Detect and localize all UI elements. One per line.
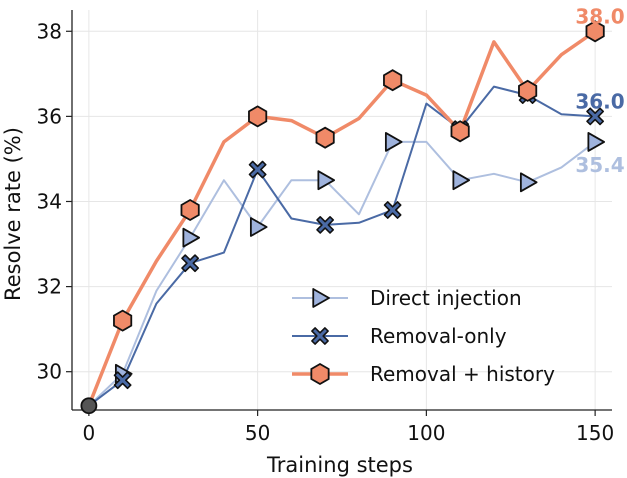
series-line bbox=[87, 85, 597, 407]
axes: 0 50 100 150 30 32 34 36 38 bbox=[37, 10, 614, 445]
data-point bbox=[316, 215, 335, 234]
y-tick-label: 34 bbox=[37, 189, 62, 213]
data-point bbox=[182, 227, 201, 248]
data-point bbox=[248, 160, 267, 179]
x-tick-label: 150 bbox=[576, 421, 614, 445]
data-point bbox=[113, 309, 133, 332]
data-point bbox=[384, 132, 403, 152]
y-tick-label: 30 bbox=[37, 360, 62, 384]
series-line bbox=[87, 140, 597, 407]
data-point bbox=[249, 217, 268, 237]
grid bbox=[72, 10, 612, 410]
start-point bbox=[80, 397, 98, 415]
data-point bbox=[317, 170, 336, 191]
data-point bbox=[180, 198, 200, 222]
legend-marker bbox=[310, 362, 330, 386]
legend: Direct injection Removal-only Removal + hi… bbox=[292, 286, 555, 386]
end-value-label: 38.0 bbox=[575, 4, 624, 28]
data-point bbox=[113, 371, 132, 390]
data-point bbox=[452, 170, 471, 191]
x-tick-label: 0 bbox=[83, 421, 96, 445]
series-lines bbox=[87, 29, 597, 408]
y-tick-label: 32 bbox=[37, 275, 62, 299]
data-point bbox=[315, 126, 335, 149]
end-labels: 35.4 36.0 38.0 bbox=[575, 4, 624, 177]
data-point bbox=[450, 120, 470, 143]
legend-label: Direct injection bbox=[370, 286, 522, 310]
x-tick-label: 100 bbox=[407, 421, 445, 445]
data-point bbox=[519, 172, 538, 193]
end-value-label: 36.0 bbox=[575, 89, 624, 113]
y-axis-title: Resolve rate (%) bbox=[1, 127, 25, 301]
data-point bbox=[586, 107, 605, 126]
x-tick-label: 50 bbox=[245, 421, 270, 445]
series-line bbox=[87, 29, 597, 408]
legend-label: Removal + history bbox=[370, 362, 555, 386]
legend-marker bbox=[311, 327, 329, 345]
data-point bbox=[248, 105, 268, 128]
x-axis-title: Training steps bbox=[266, 453, 413, 477]
legend-marker bbox=[312, 288, 330, 308]
data-point bbox=[518, 79, 538, 102]
y-tick-label: 38 bbox=[37, 19, 62, 43]
series-markers bbox=[80, 20, 606, 415]
y-tick-label: 36 bbox=[37, 104, 62, 128]
legend-label: Removal-only bbox=[370, 324, 507, 348]
data-point bbox=[383, 201, 402, 219]
data-point bbox=[181, 254, 200, 273]
data-point bbox=[383, 69, 403, 92]
end-value-label: 35.4 bbox=[575, 153, 624, 177]
data-point bbox=[587, 132, 606, 152]
data-point bbox=[585, 20, 605, 43]
